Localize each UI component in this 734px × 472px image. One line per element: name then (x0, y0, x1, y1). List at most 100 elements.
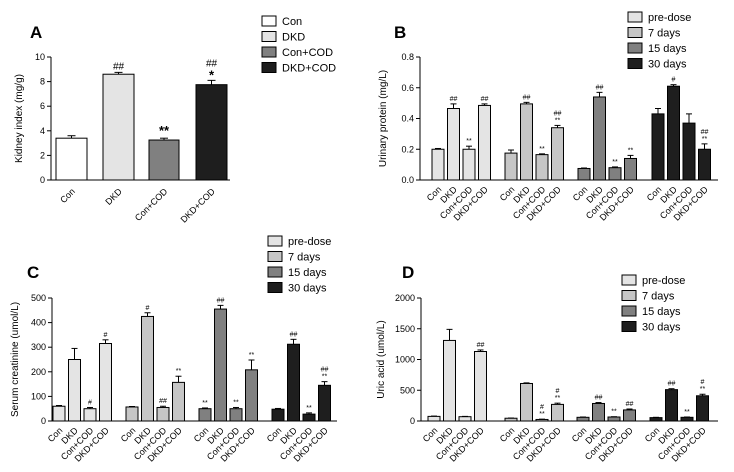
bar (520, 382, 533, 422)
bar (649, 417, 663, 422)
x-tick-label: DKD (103, 186, 124, 207)
y-axis-label: Kidney index (mg/g) (14, 74, 25, 163)
significance-mark: ## (290, 331, 298, 338)
significance-mark: ## (596, 84, 604, 91)
significance-mark: ## (217, 297, 225, 304)
bar (624, 157, 637, 181)
legend-label: 15 days (288, 267, 327, 279)
legend-label: 7 days (642, 291, 675, 303)
bar (427, 415, 441, 422)
significance-mark: * (209, 67, 215, 82)
significance-mark: ## (321, 367, 329, 374)
bar (302, 413, 316, 422)
bar (172, 381, 185, 422)
legend-swatch (621, 274, 637, 286)
significance-mark: ## (159, 398, 167, 405)
significance-mark: # (88, 399, 92, 406)
y-tick-label: 0.2 (401, 144, 414, 154)
bar (156, 406, 170, 422)
legend-swatch (261, 46, 277, 58)
panel-a: A 0 2 4 6 8 10 Kidney index (mg/g) Con ## DKD ** Con… (14, 15, 336, 225)
bar (141, 315, 154, 422)
bar (504, 152, 518, 181)
bar (520, 103, 533, 181)
bar (125, 406, 139, 422)
y-axis-label: Uric acid (umol/L) (376, 320, 387, 398)
legend-label: pre-dose (288, 236, 331, 248)
significance-mark: ** (612, 159, 618, 166)
significance-mark: ** (159, 123, 170, 138)
y-tick-label: 200 (31, 367, 46, 377)
significance-mark: ** (202, 400, 208, 407)
y-tick-label: 8 (40, 77, 45, 87)
legend-label: 7 days (288, 252, 321, 264)
bar (696, 395, 709, 422)
bar (593, 96, 606, 181)
bar (478, 104, 491, 181)
panel-letter: A (30, 23, 42, 42)
y-tick-label: 6 (40, 101, 45, 111)
legend-swatch (267, 251, 283, 262)
y-tick-label: 0 (410, 416, 415, 426)
legend-label: DKD (282, 32, 305, 44)
significance-mark: ** (611, 409, 617, 416)
bar (474, 351, 487, 422)
legend-swatch (261, 15, 277, 27)
legend-swatch (621, 290, 637, 301)
bar (576, 416, 590, 422)
bar (607, 416, 621, 422)
significance-mark: # (104, 332, 108, 339)
bar (102, 73, 135, 181)
bar (83, 408, 97, 422)
significance-mark: ** (628, 147, 634, 154)
bar (68, 359, 81, 422)
bar (245, 369, 258, 422)
bar (535, 418, 549, 422)
panel-letter: C (27, 263, 39, 282)
significance-mark: ## (477, 342, 485, 349)
significance-mark: ## (554, 110, 562, 117)
y-tick-label: 0 (41, 416, 46, 426)
significance-mark: ** (466, 138, 472, 145)
significance-mark: ## (668, 381, 676, 388)
x-tick-label: DKD+COD (179, 186, 218, 225)
significance-mark: ** (555, 395, 561, 402)
y-tick-label: 0.6 (401, 83, 414, 93)
legend-swatch (627, 58, 643, 69)
bar (148, 139, 180, 181)
legend-label: DKD+COD (282, 63, 336, 75)
significance-mark: # (672, 77, 676, 84)
legend-label: Con (282, 16, 302, 28)
y-tick-label: 300 (31, 342, 46, 352)
y-tick-label: 4 (40, 126, 45, 136)
y-axis-label: Serum creatinine (umol/L) (10, 302, 21, 417)
legend-swatch (267, 266, 283, 278)
legend-swatch (627, 11, 643, 23)
y-tick-label: 0.4 (401, 114, 414, 124)
y-tick-label: 2000 (395, 293, 415, 303)
significance-mark: ** (684, 409, 690, 416)
legend-swatch (627, 27, 643, 38)
bar (651, 113, 665, 181)
bar (535, 154, 549, 181)
panel-letter: B (394, 23, 406, 42)
bar (287, 343, 300, 422)
bar (195, 84, 228, 181)
significance-mark: ** (322, 374, 328, 381)
significance-mark: ## (450, 96, 458, 103)
significance-mark: ## (626, 401, 634, 408)
bar (551, 403, 564, 422)
y-tick-label: 400 (31, 318, 46, 328)
x-tick-label: Con (58, 186, 77, 205)
significance-mark: ## (113, 61, 125, 72)
significance-mark: ** (249, 352, 255, 359)
bar (504, 417, 518, 422)
significance-mark: ## (481, 96, 489, 103)
bar (680, 416, 694, 422)
bar (592, 402, 605, 422)
y-tick-label: 500 (400, 385, 415, 395)
significance-mark: ## (701, 129, 709, 136)
y-tick-label: 1000 (395, 355, 415, 365)
